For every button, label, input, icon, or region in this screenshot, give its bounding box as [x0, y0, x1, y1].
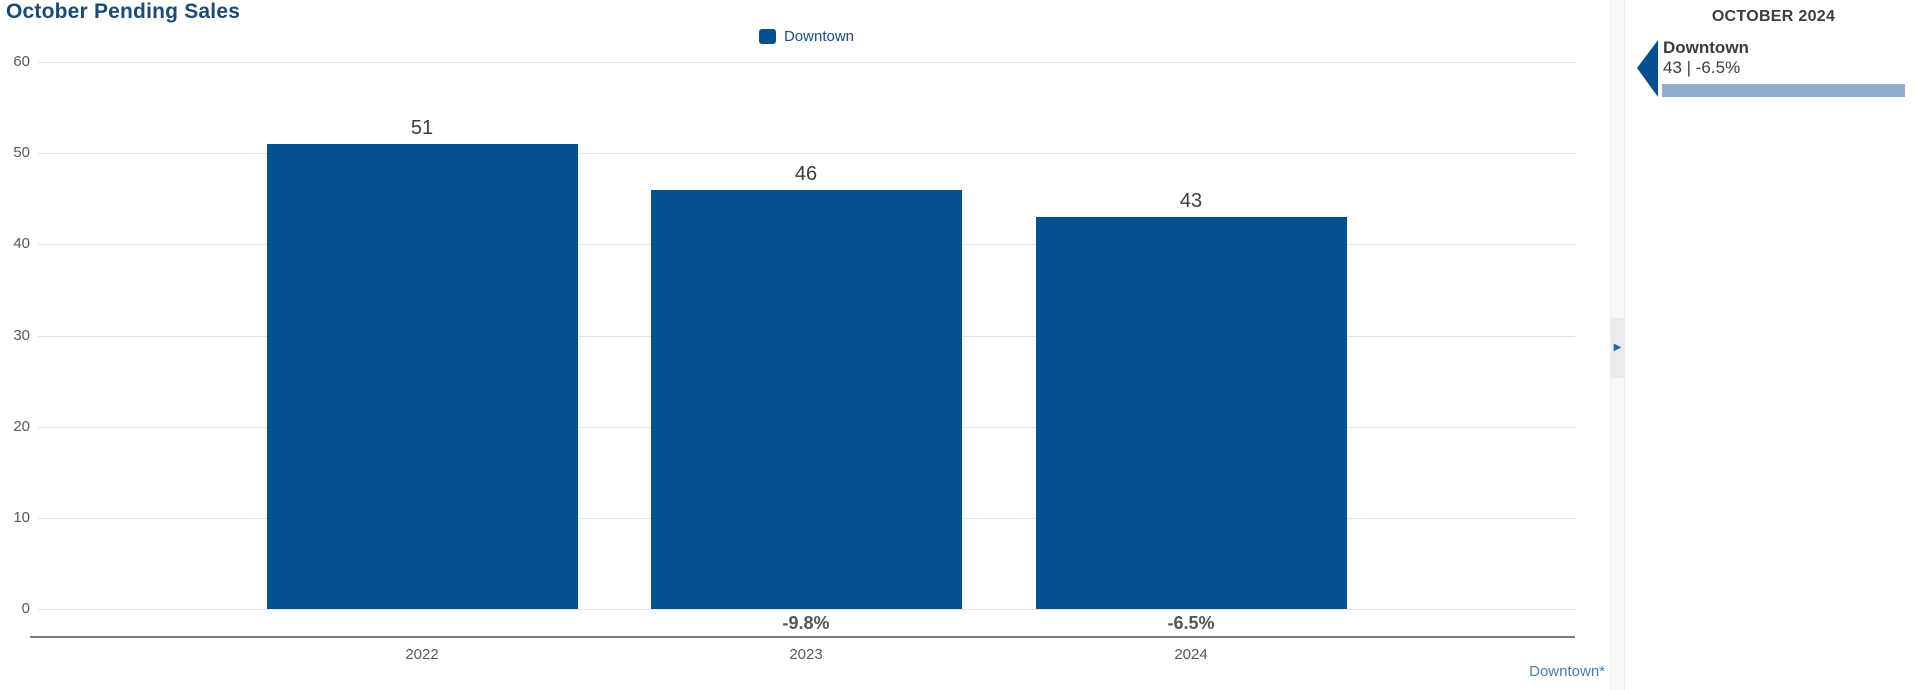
legend-swatch-downtown-icon [758, 28, 776, 44]
sidebar-toggle-strip[interactable]: ▶ [1610, 0, 1625, 690]
pct-change-label-2023: -9.8% [782, 613, 830, 633]
sidebar-item-value: 43 | -6.5% [1663, 58, 1741, 77]
sidebar-item-downtown[interactable]: Downtown 43 | -6.5% [1627, 38, 1917, 102]
sidebar-item-name: Downtown [1663, 38, 1749, 57]
series-footnote-link[interactable]: Downtown* [1529, 663, 1605, 680]
gridline-60 [38, 62, 1575, 63]
sidebar-item-bar [1662, 84, 1905, 97]
y-tick-label-20: 20 [13, 417, 30, 435]
bar-value-label-2022: 51 [410, 117, 434, 140]
y-tick-label-60: 60 [13, 53, 30, 70]
y-tick-label-10: 10 [13, 508, 30, 526]
pending-sales-chart: October Pending Sales Downtown Downtown*… [6, 0, 1605, 680]
y-tick-label-0: 0 [21, 600, 30, 617]
gridline-50 [38, 153, 1575, 155]
sidebar-header: OCTOBER 2024 [1711, 8, 1836, 25]
bar-2023[interactable] [650, 189, 962, 609]
bar-2022[interactable] [266, 144, 578, 609]
y-tick-label-40: 40 [13, 235, 30, 253]
x-axis-line [30, 636, 1575, 638]
summary-sidebar: OCTOBER 2024 Downtown 43 | -6.5% [1627, 0, 1920, 690]
arrow-left-icon [1637, 40, 1658, 97]
x-category-label-2022: 2022 [405, 646, 439, 663]
sidebar-toggle-button[interactable]: ▶ [1611, 318, 1624, 378]
gridline-0 [38, 609, 1575, 610]
x-category-label-2024: 2024 [1174, 646, 1208, 663]
legend-label-downtown: Downtown [783, 27, 855, 45]
chart-legend[interactable]: Downtown [38, 26, 1575, 46]
bar-value-label-2023: 46 [794, 162, 818, 185]
chart-title: October Pending Sales [6, 0, 241, 23]
bar-value-label-2024: 43 [1179, 189, 1203, 212]
y-tick-label-30: 30 [13, 326, 30, 344]
y-tick-label-50: 50 [13, 144, 30, 162]
pct-change-label-2024: -6.5% [1167, 613, 1215, 633]
x-category-label-2023: 2023 [789, 646, 823, 663]
bar-2024[interactable] [1035, 216, 1347, 609]
chevron-right-icon: ▶ [1613, 342, 1622, 353]
